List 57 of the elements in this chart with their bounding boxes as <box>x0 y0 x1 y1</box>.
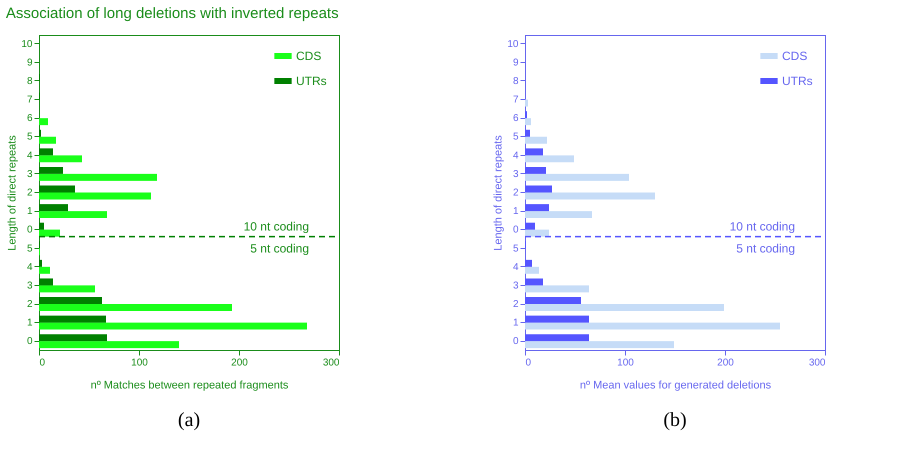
y-tick-label: 9 <box>512 57 519 68</box>
y-tick-label: 6 <box>26 113 33 124</box>
y-tick-label: 1 <box>26 206 33 218</box>
y-tick-label: 7 <box>26 94 33 106</box>
legend-label: CDS <box>782 49 808 63</box>
x-tick-label: 300 <box>808 358 826 368</box>
x-tick-label: 0 <box>526 358 532 368</box>
y-tick-label: 5 <box>26 243 33 254</box>
y-tick-label: 5 <box>512 132 519 143</box>
y-tick-label: 0 <box>26 336 33 348</box>
y-tick-label: 1 <box>512 206 519 218</box>
y-tick-label: 2 <box>512 188 519 198</box>
x-axis-title: nº Mean values for generated deletions <box>580 380 772 392</box>
y-tick-label: 10 <box>507 38 519 50</box>
y-tick-label: 3 <box>26 168 33 180</box>
y-tick-label: 4 <box>512 150 519 162</box>
text: (b) <box>663 409 687 431</box>
legend-label: UTRs <box>782 74 813 88</box>
annotation: 5 nt coding <box>736 242 795 256</box>
y-axis-title: Length of direct repeats <box>6 134 18 251</box>
legend-label: CDS <box>296 49 322 63</box>
annotation: 5 nt coding <box>250 242 309 256</box>
x-tick-label: 300 <box>322 358 340 368</box>
chart-title: Association of long deletions with inverted repeats <box>6 5 339 22</box>
legend-label: UTRs <box>296 74 327 88</box>
y-tick-label: 1 <box>512 318 519 329</box>
y-tick-label: 9 <box>26 57 33 68</box>
y-tick-label: 2 <box>26 299 33 310</box>
y-tick-label: 8 <box>26 76 33 87</box>
y-tick-label: 0 <box>512 336 519 348</box>
y-tick-label: 5 <box>26 132 33 143</box>
y-tick-label: 10 <box>21 38 33 50</box>
y-tick-label: 4 <box>26 262 33 273</box>
y-tick-label: 5 <box>512 243 519 254</box>
y-tick-label: 0 <box>26 224 33 236</box>
annotation: 10 nt coding <box>730 220 795 234</box>
y-axis-title: Length of direct repeats <box>492 134 504 251</box>
y-tick-label: 2 <box>26 188 33 198</box>
x-axis-title: nº Matches between repeated fragments <box>90 380 289 392</box>
text: (a) <box>178 409 200 431</box>
y-tick-label: 2 <box>512 299 519 310</box>
y-tick-label: 1 <box>26 318 33 329</box>
x-tick-label: 200 <box>717 358 734 368</box>
x-tick-label: 100 <box>131 358 148 368</box>
y-tick-label: 3 <box>512 168 519 180</box>
y-tick-label: 3 <box>512 280 519 292</box>
y-tick-label: 4 <box>512 262 519 273</box>
x-tick-label: 100 <box>617 358 634 368</box>
y-tick-label: 0 <box>512 224 519 236</box>
x-tick-label: 200 <box>231 358 248 368</box>
annotation: 10 nt coding <box>244 220 309 234</box>
y-tick-label: 4 <box>26 150 33 162</box>
y-tick-label: 8 <box>512 76 519 87</box>
x-tick-label: 0 <box>40 358 46 368</box>
y-tick-label: 3 <box>26 280 33 292</box>
y-tick-label: 6 <box>512 113 519 124</box>
y-tick-label: 7 <box>512 94 519 106</box>
